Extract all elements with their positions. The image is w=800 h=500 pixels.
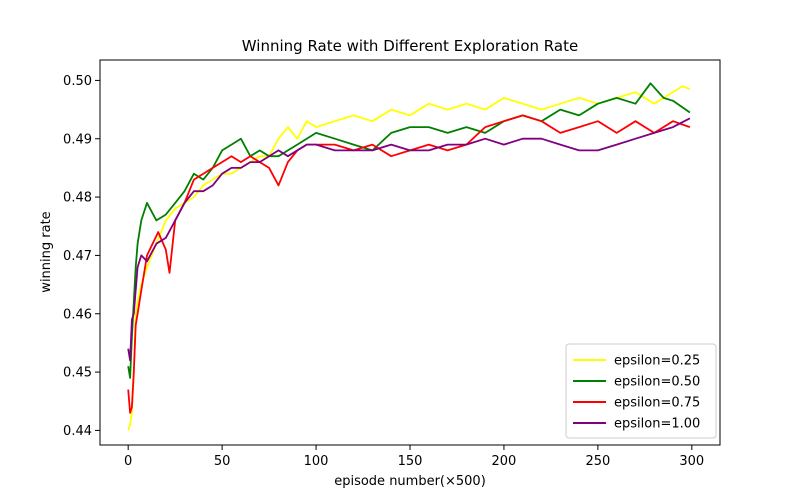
series-line-epsilon-0-50 (127, 82, 691, 379)
x-axis-ticks: 0 50 100 150 200 250 300 (124, 445, 704, 469)
y-tick-label: 0.45 (63, 366, 92, 381)
x-axis-label: episode number(×500) (334, 474, 486, 489)
y-tick-label: 0.44 (63, 424, 92, 439)
plot-lines (127, 82, 691, 431)
series-line-epsilon-1-00 (127, 117, 691, 362)
x-tick-label: 100 (304, 454, 329, 469)
series-line-epsilon-0-25 (127, 85, 691, 431)
x-tick-label: 250 (585, 454, 610, 469)
x-tick-label: 0 (124, 454, 132, 469)
y-tick-label: 0.49 (63, 132, 92, 147)
x-tick-label: 200 (492, 454, 517, 469)
series-line-epsilon-0-75 (127, 114, 691, 414)
y-axis-ticks: 0.44 0.45 0.46 0.47 0.48 0.49 0.50 (63, 74, 100, 439)
y-axis-label: winning rate (39, 211, 54, 292)
x-tick-label: 300 (679, 454, 704, 469)
chart-title: Winning Rate with Different Exploration … (242, 37, 578, 55)
x-tick-label: 150 (398, 454, 423, 469)
legend-label: epsilon=0.25 (614, 354, 700, 369)
y-tick-label: 0.50 (63, 74, 92, 89)
legend-label: epsilon=0.75 (614, 396, 700, 411)
y-tick-label: 0.46 (63, 307, 92, 322)
x-tick-label: 50 (214, 454, 231, 469)
chart-legend: epsilon=0.25 epsilon=0.50 epsilon=0.75 epsi… (565, 343, 717, 439)
legend-box (565, 343, 717, 439)
y-tick-label: 0.48 (63, 191, 92, 206)
y-tick-label: 0.47 (63, 249, 92, 264)
legend-label: epsilon=0.50 (614, 375, 700, 390)
legend-label: epsilon=1.00 (614, 417, 700, 432)
